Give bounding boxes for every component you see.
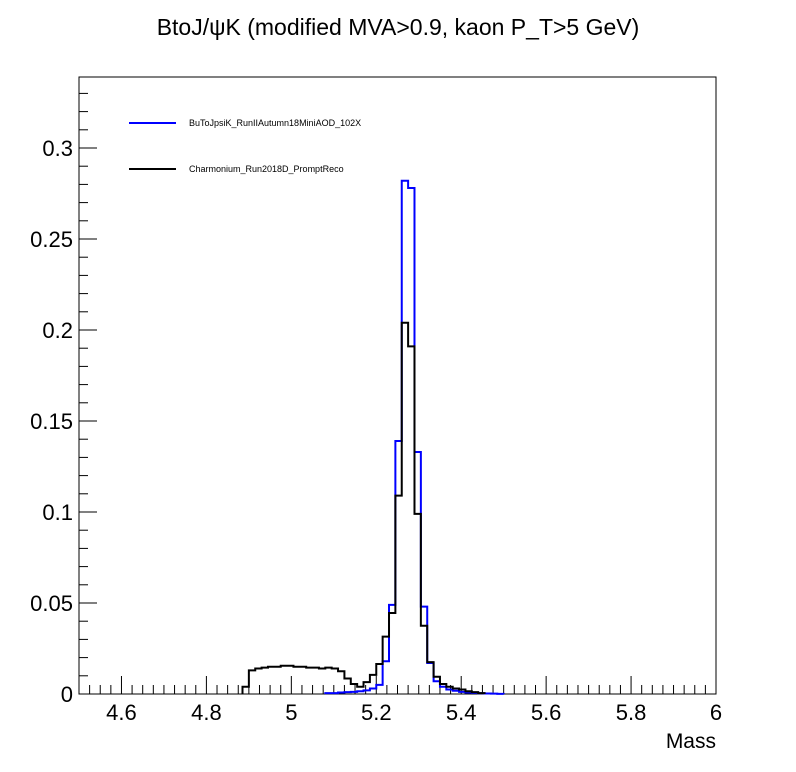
y-tick-label: 0.05 [30, 591, 73, 616]
x-tick-label: 5.2 [361, 700, 392, 725]
series-1-histogram [241, 321, 486, 695]
legend-label-0: BuToJpsiK_RunIIAutumn18MiniAOD_102X [189, 118, 361, 128]
x-tick-label: 5 [285, 700, 297, 725]
legend: BuToJpsiK_RunIIAutumn18MiniAOD_102X Charm… [129, 118, 361, 174]
x-tick-label: 4.8 [191, 700, 222, 725]
chart-title: BtoJ/ψK (modified MVA>0.9, kaon P_T>5 Ge… [157, 14, 640, 40]
y-tick-label: 0.3 [42, 136, 73, 161]
series-layer [241, 179, 505, 695]
x-tick-label: 4.6 [106, 700, 137, 725]
y-tick-label: 0.25 [30, 227, 73, 252]
x-tick-label: 5.8 [616, 700, 647, 725]
y-axis: 0 0.05 0.1 0.15 0.2 0.25 0.3 [30, 92, 97, 707]
y-tick-label: 0.15 [30, 409, 73, 434]
x-tick-label: 6 [710, 700, 722, 725]
x-axis: 4.6 4.8 5 5.2 5.4 5.6 5.8 6 [78, 676, 722, 725]
y-tick-label: 0.2 [42, 318, 73, 343]
y-tick-label: 0.1 [42, 500, 73, 525]
y-tick-label: 0 [61, 682, 73, 707]
legend-label-1: Charmonium_Run2018D_PromptReco [189, 164, 344, 174]
x-axis-label: Mass [666, 730, 716, 753]
x-tick-label: 5.4 [446, 700, 477, 725]
x-tick-label: 5.6 [531, 700, 562, 725]
